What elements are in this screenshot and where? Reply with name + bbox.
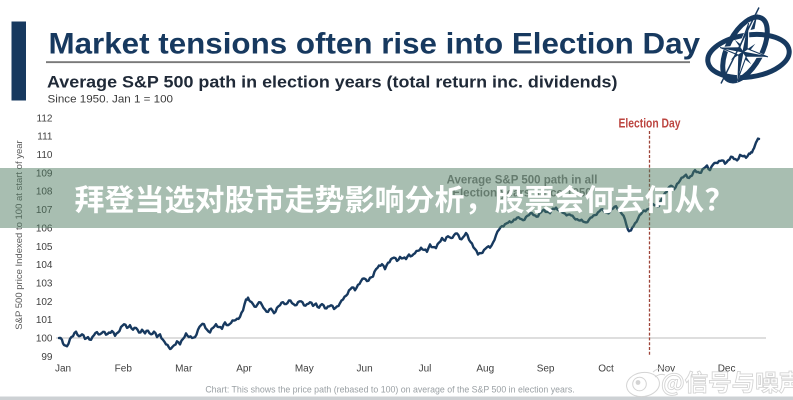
svg-text:Election Day: Election Day	[619, 117, 681, 131]
svg-text:99: 99	[41, 352, 53, 363]
svg-text:112: 112	[37, 113, 53, 124]
svg-text:Mar: Mar	[175, 364, 193, 375]
svg-text:Jan: Jan	[55, 364, 71, 375]
svg-text:100: 100	[36, 334, 53, 345]
svg-text:106: 106	[36, 223, 53, 234]
svg-text:Nov: Nov	[657, 364, 675, 375]
svg-text:101: 101	[36, 315, 53, 326]
svg-text:Market tensions often rise int: Market tensions often rise into Election…	[49, 27, 701, 60]
svg-text:Average S&P 500 path in electi: Average S&P 500 path in election years (…	[47, 73, 618, 92]
svg-text:May: May	[295, 364, 314, 375]
svg-text:Sep: Sep	[537, 364, 555, 375]
svg-text:Oct: Oct	[598, 364, 614, 375]
svg-text:Since 1950. Jan 1 = 100: Since 1950. Jan 1 = 100	[48, 93, 174, 105]
svg-text:Election years since 1950: Election years since 1950	[452, 188, 591, 200]
svg-text:S&P 500 price Indexed to 100 a: S&P 500 price Indexed to 100 at start of…	[14, 140, 25, 329]
svg-text:111: 111	[37, 132, 53, 143]
svg-text:109: 109	[36, 168, 53, 179]
svg-text:Jun: Jun	[357, 364, 373, 375]
svg-text:Apr: Apr	[236, 364, 252, 375]
svg-text:104: 104	[36, 260, 53, 271]
svg-text:Jul: Jul	[419, 364, 432, 375]
svg-text:103: 103	[36, 278, 53, 289]
svg-text:Dec: Dec	[718, 364, 736, 375]
svg-text:105: 105	[36, 242, 53, 253]
svg-text:Chart: This shows the price pa: Chart: This shows the price path (rebase…	[205, 385, 574, 395]
svg-text:Aug: Aug	[476, 364, 494, 375]
svg-text:107: 107	[36, 205, 53, 216]
svg-text:108: 108	[36, 187, 53, 198]
svg-text:110: 110	[37, 150, 53, 161]
svg-text:Feb: Feb	[115, 364, 133, 375]
svg-text:102: 102	[36, 297, 53, 308]
svg-text:Average S&P 500 path in all: Average S&P 500 path in all	[447, 175, 598, 187]
